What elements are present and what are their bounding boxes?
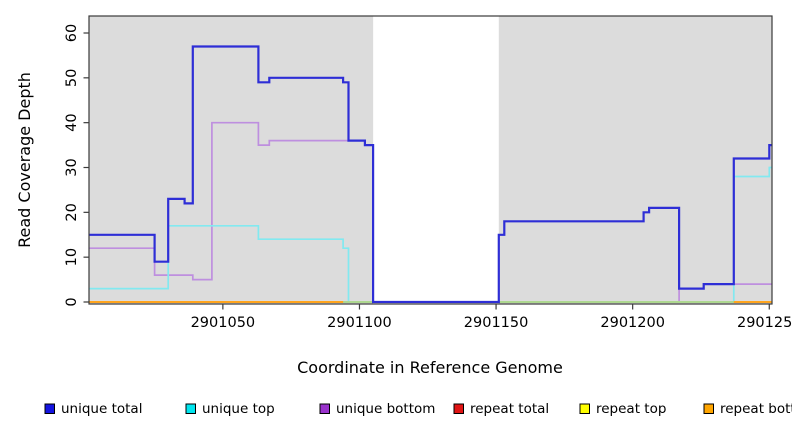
- series-line-unique-bottom: [89, 121, 772, 303]
- x-tick-label: 2901200: [600, 315, 665, 331]
- legend-swatch-unique-total: [44, 403, 55, 414]
- legend-swatch-repeat-total: [453, 403, 464, 414]
- y-axis-title: Read Coverage Depth: [15, 72, 34, 248]
- y-tick-label: 20: [64, 203, 80, 221]
- series-line-unique-total: [89, 45, 772, 304]
- legend-label-repeat-total: repeat total: [470, 401, 549, 417]
- legend-swatch-unique-top: [185, 403, 196, 414]
- y-tick-label: 40: [64, 113, 80, 131]
- legend-swatch-repeat-bottom: [703, 403, 714, 414]
- legend-swatch-repeat-top: [579, 403, 590, 414]
- y-tick-label: 10: [64, 248, 80, 266]
- legend-label-repeat-bottom: repeat bottom: [720, 401, 792, 417]
- y-tick-label: 60: [64, 24, 80, 42]
- plot-background-region: [498, 16, 772, 304]
- legend-label-repeat-top: repeat top: [596, 401, 666, 417]
- x-axis-title: Coordinate in Reference Genome: [297, 358, 563, 377]
- series-line-unique-top: [89, 166, 772, 303]
- x-tick-label: 2901100: [327, 315, 392, 331]
- legend-label-unique-total: unique total: [61, 401, 142, 417]
- x-tick-label: 2901050: [191, 315, 256, 331]
- y-tick-label: 0: [64, 297, 80, 306]
- y-tick-label: 50: [64, 69, 80, 87]
- legend-label-unique-top: unique top: [202, 401, 275, 417]
- legend-swatch-unique-bottom: [319, 403, 330, 414]
- x-tick-label: 2901150: [464, 315, 529, 331]
- plot-border: [88, 15, 773, 305]
- y-tick-label: 30: [64, 158, 80, 176]
- legend-label-unique-bottom: unique bottom: [336, 401, 435, 417]
- plot-background-region: [89, 16, 374, 304]
